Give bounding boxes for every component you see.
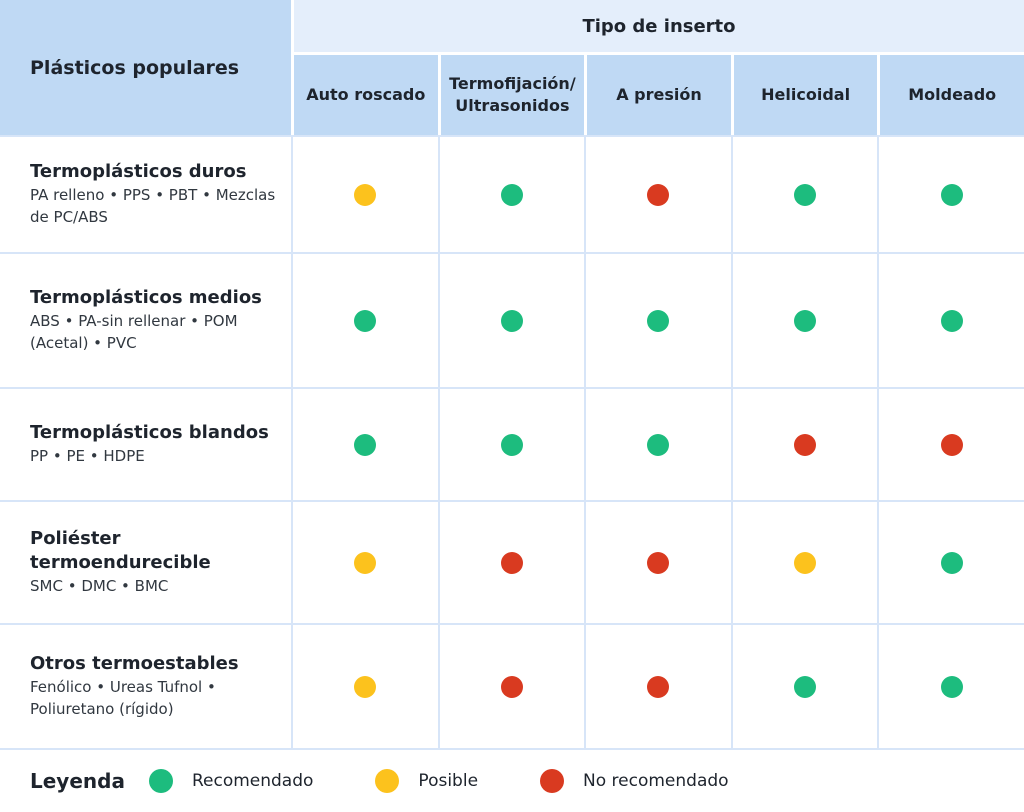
status-dot: [794, 183, 817, 206]
table-cell: [730, 254, 878, 387]
row-title: Otros termoestables: [30, 653, 239, 675]
table-cell: [730, 625, 878, 748]
legend-item-not-recommended: No recomendado: [540, 769, 729, 793]
legend-item-label: No recomendado: [583, 771, 729, 791]
column-header-helicoidal: Helicoidal: [733, 55, 878, 135]
status-dot: [500, 433, 523, 456]
status-dot: [940, 309, 963, 332]
status-dot: [940, 551, 963, 574]
status-dot: [354, 551, 377, 574]
row-title: Poliéster termoendurecible: [30, 528, 211, 573]
row-label-cell: Otros termoestables Fenólico • Ureas Tuf…: [0, 625, 291, 748]
status-dot: [940, 183, 963, 206]
column-header-auto-roscado: Auto roscado: [294, 55, 438, 135]
column-header-termofijacion-ultrasonidos: Termofijación/ Ultrasonidos: [440, 55, 585, 135]
table-cell: [291, 254, 438, 387]
table-body: Termoplásticos duros PA relleno • PPS • …: [0, 135, 1024, 750]
legend-item-recommended: Recomendado: [148, 769, 314, 793]
status-dot: [354, 675, 377, 698]
legend: Leyenda Recomendado Posible No recomenda…: [0, 750, 1024, 812]
status-dot: [940, 433, 963, 456]
table-cell: [730, 389, 878, 500]
row-title: Termoplásticos duros: [30, 161, 247, 183]
possible-dot-icon: [375, 769, 400, 793]
table-cell: [584, 625, 731, 748]
row-subtitle: SMC • DMC • BMC: [30, 577, 169, 596]
table-row: Termoplásticos blandos PP • PE • HDPE: [0, 387, 1024, 500]
table-cell: [291, 389, 438, 500]
not-recommended-dot-icon: [540, 769, 565, 793]
status-dot: [354, 433, 377, 456]
table-cell: [877, 625, 1024, 748]
legend-title: Leyenda: [30, 769, 125, 793]
table-cell: [584, 502, 731, 623]
table-cell: [584, 254, 731, 387]
row-subtitle: PP • PE • HDPE: [30, 447, 145, 466]
row-label-cell: Termoplásticos medios ABS • PA-sin relle…: [0, 254, 291, 387]
row-group-header-label: Plásticos populares: [30, 56, 240, 79]
table-cell: [437, 502, 585, 623]
status-dot: [647, 433, 670, 456]
row-title: Termoplásticos blandos: [30, 421, 269, 443]
status-dot: [500, 309, 523, 332]
column-group-header: Tipo de inserto: [294, 0, 1024, 52]
status-dot: [794, 551, 817, 574]
table-cell: [877, 254, 1024, 387]
table-cell: [877, 389, 1024, 500]
table-row: Termoplásticos duros PA relleno • PPS • …: [0, 135, 1024, 252]
status-dot: [794, 675, 817, 698]
table-cell: [584, 137, 731, 252]
row-group-header: Plásticos populares: [0, 0, 291, 135]
row-subtitle: ABS • PA-sin rellenar • POM (Acetal) • P…: [30, 312, 238, 353]
row-label-cell: Termoplásticos duros PA relleno • PPS • …: [0, 137, 291, 252]
table-row: Termoplásticos medios ABS • PA-sin relle…: [0, 252, 1024, 387]
table-cell: [730, 502, 878, 623]
status-dot: [354, 309, 377, 332]
column-header-a-presion: A presión: [587, 55, 731, 135]
status-dot: [354, 183, 377, 206]
status-dot: [500, 183, 523, 206]
row-subtitle: PA relleno • PPS • PBT • Mezclas de PC/A…: [30, 186, 276, 227]
row-subtitle: Fenólico • Ureas Tufnol • Poliuretano (r…: [30, 678, 216, 719]
legend-item-label: Posible: [418, 771, 479, 791]
table-row: Otros termoestables Fenólico • Ureas Tuf…: [0, 623, 1024, 748]
status-dot: [500, 675, 523, 698]
row-title: Termoplásticos medios: [30, 287, 262, 309]
table-cell: [291, 625, 438, 748]
table-cell: [291, 137, 438, 252]
row-label-cell: Poliéster termoendurecible SMC • DMC • B…: [0, 502, 291, 623]
status-dot: [647, 309, 670, 332]
table-row: Poliéster termoendurecible SMC • DMC • B…: [0, 500, 1024, 623]
status-dot: [794, 309, 817, 332]
table-cell: [584, 389, 731, 500]
legend-item-label: Recomendado: [191, 771, 314, 791]
status-dot: [647, 183, 670, 206]
table-cell: [437, 389, 585, 500]
status-dot: [794, 433, 817, 456]
legend-item-possible: Posible: [375, 769, 478, 793]
status-dot: [500, 551, 523, 574]
status-dot: [940, 675, 963, 698]
status-dot: [647, 675, 670, 698]
table-cell: [437, 625, 585, 748]
table-header: Plásticos populares Tipo de inserto Auto…: [0, 0, 1024, 135]
table-cell: [877, 502, 1024, 623]
status-dot: [647, 551, 670, 574]
column-header-moldeado: Moldeado: [880, 55, 1024, 135]
recommended-dot-icon: [148, 769, 173, 793]
table-cell: [730, 137, 878, 252]
table-cell: [291, 502, 438, 623]
table-cell: [437, 254, 585, 387]
table-cell: [437, 137, 585, 252]
table-cell: [877, 137, 1024, 252]
row-label-cell: Termoplásticos blandos PP • PE • HDPE: [0, 389, 291, 500]
